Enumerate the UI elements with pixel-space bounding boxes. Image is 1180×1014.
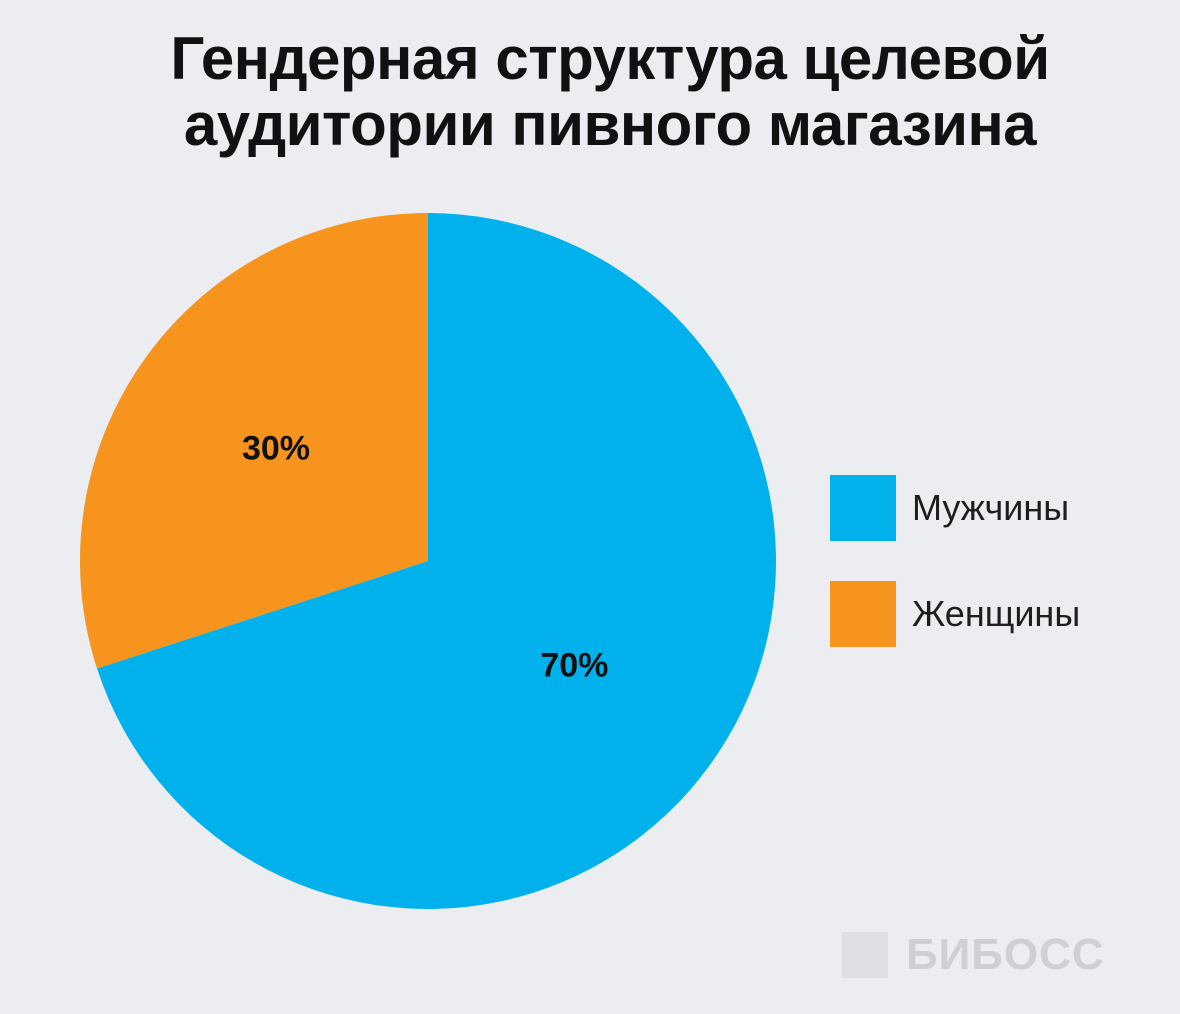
pie-slice-men bbox=[97, 213, 776, 909]
watermark-square-icon bbox=[842, 932, 888, 978]
legend: Мужчины Женщины bbox=[830, 475, 1080, 687]
legend-swatch-men bbox=[830, 475, 896, 541]
legend-label-women: Женщины bbox=[912, 593, 1081, 634]
slice-label-men: 70% bbox=[540, 646, 608, 684]
chart-title: Гендерная структура целевой аудитории пи… bbox=[0, 26, 1180, 158]
chart-title-line-2: аудитории пивного магазина bbox=[183, 91, 1037, 158]
chart-title-line-1: Гендерная структура целевой bbox=[170, 25, 1050, 92]
watermark-text: БИБОСС bbox=[906, 930, 1105, 979]
watermark-logo: БИБОСС bbox=[842, 930, 1105, 980]
legend-swatch-women bbox=[830, 581, 896, 647]
legend-item-men: Мужчины bbox=[830, 475, 1080, 541]
slice-label-women: 30% bbox=[242, 430, 310, 468]
legend-item-women: Женщины bbox=[830, 581, 1080, 647]
legend-label-men: Мужчины bbox=[912, 487, 1070, 528]
pie-slice-women bbox=[79, 213, 428, 669]
